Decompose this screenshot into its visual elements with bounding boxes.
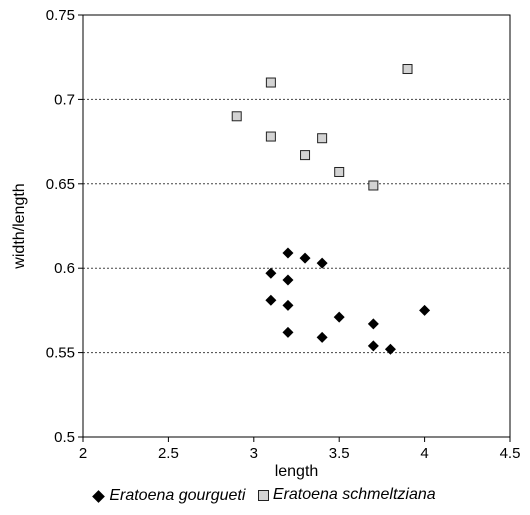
schmeltziana-point [402,64,413,75]
legend-label-gourgueti: Eratoena gourgueti [109,487,246,504]
schmeltziana-point [368,180,379,191]
gourgueti-point [282,326,294,338]
schmeltziana-point [265,77,276,88]
gourgueti-point [384,343,396,355]
gourgueti-point [282,299,294,311]
y-tick-label: 0.55 [46,345,75,362]
schmeltziana-point [231,111,242,122]
legend-item-schmeltziana: Eratoena schmeltziana [257,486,436,504]
y-axis-title: width/length [11,183,28,269]
plot-area [82,14,511,438]
legend-item-gourgueti: Eratoena gourgueti [92,487,246,505]
x-tick-label: 4.5 [500,445,521,462]
gourgueti-point [316,331,328,343]
square-marker-icon [257,489,269,501]
schmeltziana-point [317,133,328,144]
gourgueti-point [419,304,431,316]
gridlines [83,98,510,354]
gourgueti-point [299,252,311,264]
schmeltziana-point [265,131,276,142]
x-tick-label: 2 [79,445,87,462]
gourgueti-point [265,294,277,306]
y-tick-label: 0.7 [54,91,75,108]
x-axis-title: length [275,463,319,480]
gourgueti-point [333,311,345,323]
gourgueti-point [367,340,379,352]
y-tick-label: 0.5 [54,429,75,446]
schmeltziana-point [300,150,311,161]
x-tick-label: 3 [250,445,258,462]
diamond-marker-icon [92,489,106,503]
y-tick-label: 0.65 [46,176,75,193]
gourgueti-point [265,267,277,279]
y-tick-label: 0.75 [46,7,75,24]
gourgueti-point [316,257,328,269]
gourgueti-point [367,318,379,330]
y-axis-ticks: 0.5 0.55 0.6 0.65 0.7 0.75 [46,7,83,446]
x-axis-ticks: 2 2.5 3 3.5 4 4.5 [79,437,521,462]
legend-label-schmeltziana: Eratoena schmeltziana [272,486,436,503]
x-tick-label: 4 [420,445,428,462]
gourgueti-point [282,247,294,259]
gourgueti-point [282,274,294,286]
data-points [231,64,431,355]
legend: Eratoena gourgueti Eratoena schmeltziana [0,486,530,506]
x-tick-label: 2.5 [158,445,179,462]
y-tick-label: 0.6 [54,260,75,277]
x-tick-label: 3.5 [329,445,350,462]
schmeltziana-point [334,166,345,177]
